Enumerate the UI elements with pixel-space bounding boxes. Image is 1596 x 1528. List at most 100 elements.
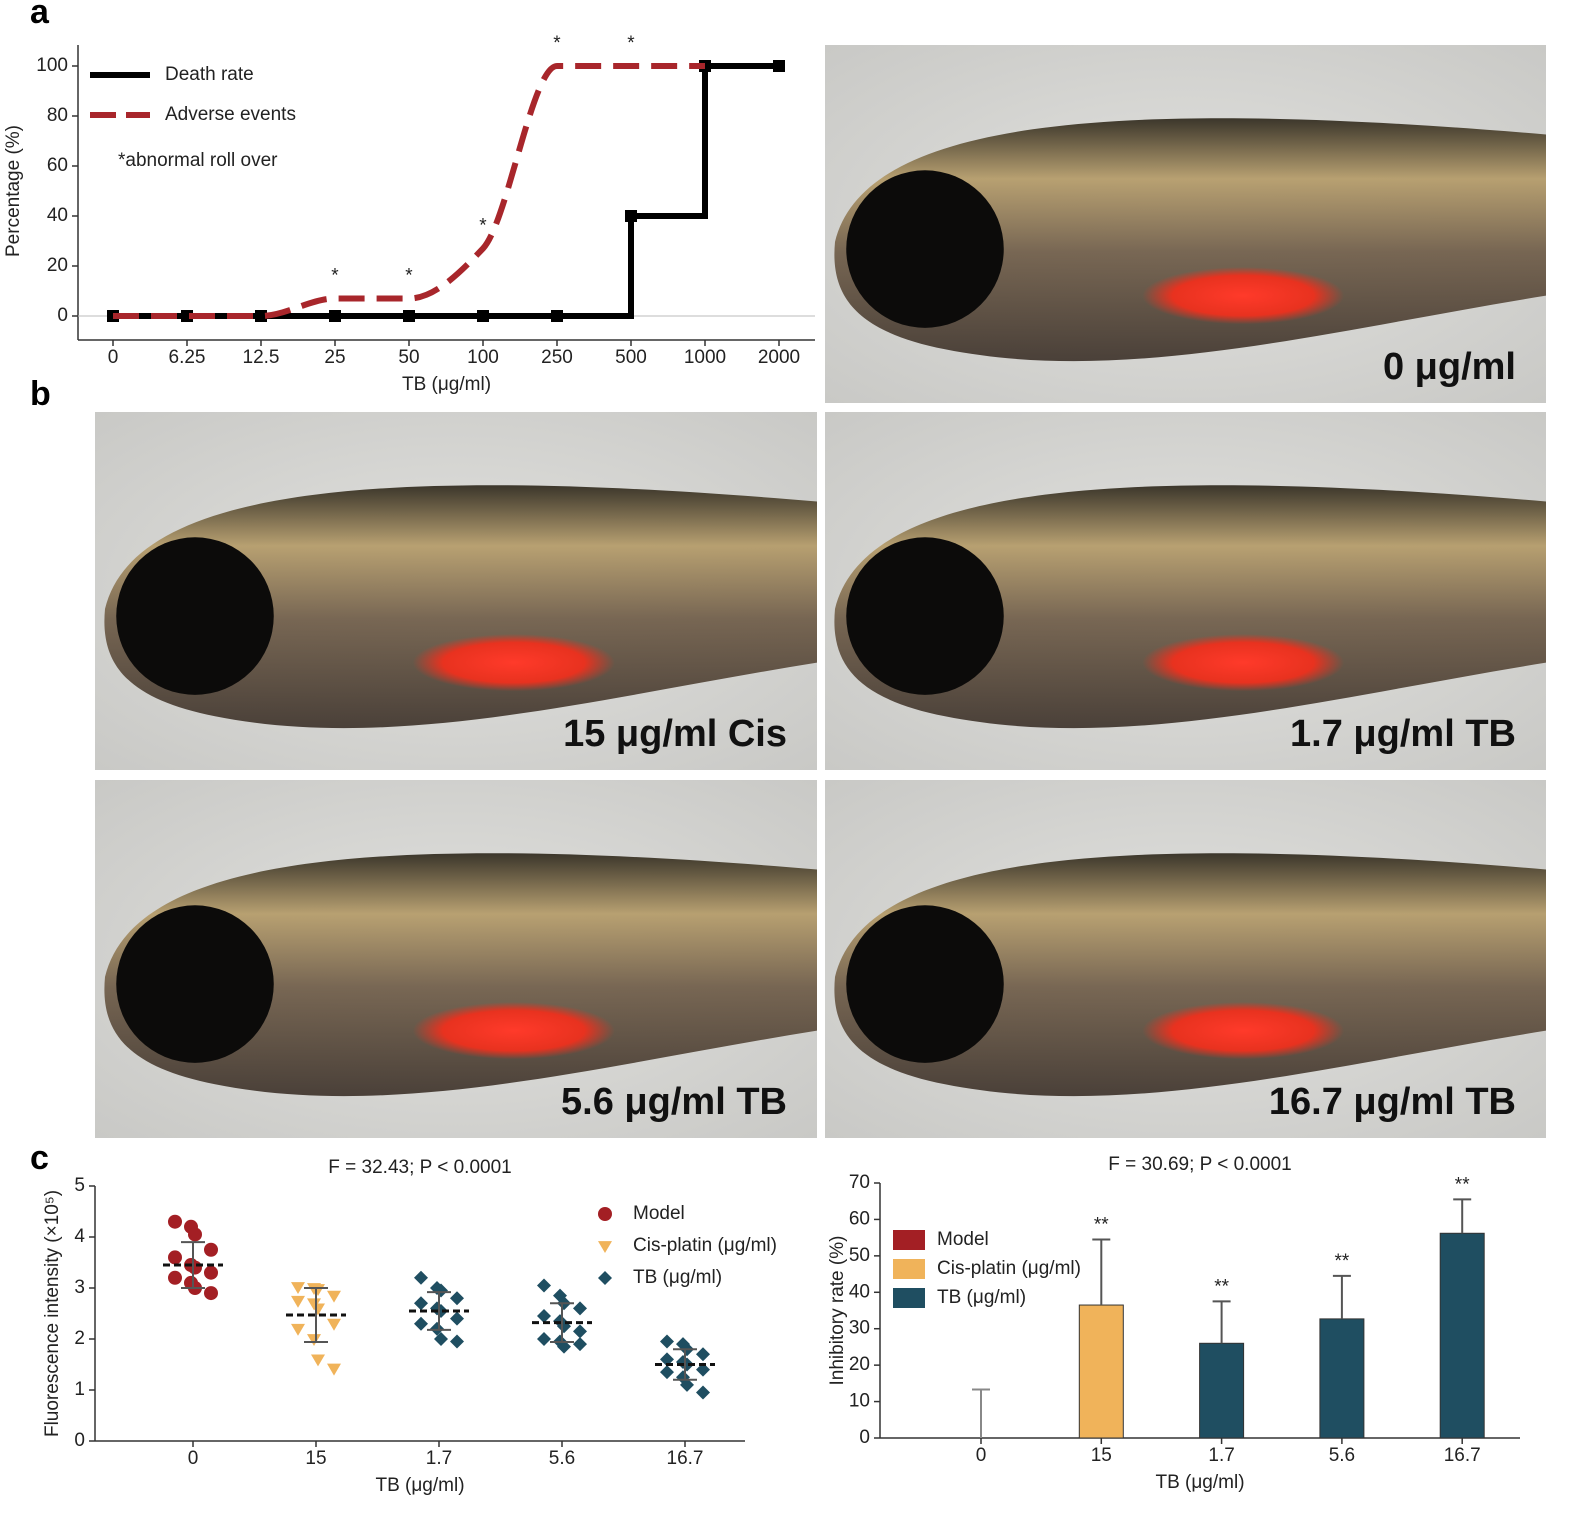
larva-body — [104, 853, 817, 1097]
fluorescence — [412, 633, 615, 692]
x-tick-label: 25 — [324, 347, 345, 368]
y-tick-label: 5 — [74, 1175, 85, 1196]
y-axis-label: Percentage (%) — [3, 125, 24, 257]
point — [660, 1365, 674, 1380]
x-axis-label: TB (μg/ml) — [375, 1475, 464, 1496]
point — [450, 1311, 464, 1326]
annotation: ** — [1335, 1251, 1350, 1272]
point — [537, 1309, 551, 1324]
y-tick-label: 20 — [849, 1354, 870, 1375]
point — [450, 1334, 464, 1349]
photo: 1.7 μg/ml TB — [825, 412, 1546, 770]
point — [551, 310, 563, 322]
bar — [1199, 1342, 1245, 1439]
annotation: ** — [1214, 1276, 1229, 1297]
larva-body — [834, 118, 1546, 362]
x-axis-label: TB (μg/ml) — [402, 374, 491, 395]
legend-label: Model — [633, 1203, 685, 1224]
point — [434, 1303, 448, 1318]
bar — [1319, 1318, 1365, 1439]
larva-body — [834, 485, 1546, 729]
photo: 15 μg/ml Cis — [95, 412, 817, 770]
point — [680, 1357, 694, 1372]
point — [660, 1352, 674, 1367]
point — [188, 1260, 202, 1275]
point — [573, 1337, 587, 1352]
y-tick-label: 0 — [74, 1430, 85, 1451]
point — [696, 1347, 710, 1362]
point — [414, 1270, 428, 1285]
x-tick-label: 5.6 — [549, 1448, 575, 1469]
y-tick-label: 60 — [849, 1208, 870, 1229]
point — [430, 1321, 444, 1336]
x-tick-label: 15 — [305, 1448, 326, 1469]
y-tick-label: 1 — [74, 1379, 85, 1400]
point — [168, 1270, 182, 1285]
point — [291, 1282, 305, 1294]
point — [291, 1323, 305, 1336]
point — [625, 210, 637, 222]
x-tick-label: 1000 — [684, 347, 726, 368]
point — [329, 310, 341, 322]
point — [537, 1278, 551, 1293]
point — [598, 1271, 612, 1285]
x-tick-label: 6.25 — [169, 347, 206, 368]
point — [680, 1377, 694, 1392]
point — [598, 1241, 612, 1253]
photo: 16.7 μg/ml TB — [825, 780, 1546, 1138]
point — [204, 1286, 218, 1301]
y-tick-label: 100 — [36, 55, 68, 76]
y-tick-label: 2 — [74, 1328, 85, 1349]
annotation: ** — [1455, 1174, 1470, 1195]
x-tick-label: 1.7 — [1208, 1445, 1234, 1466]
legend-label: Death rate — [165, 64, 254, 85]
point — [414, 1296, 428, 1311]
point — [327, 1290, 341, 1303]
chart-title: F = 32.43; P < 0.0001 — [328, 1157, 511, 1178]
legend-label: Adverse events — [165, 104, 296, 125]
y-axis-label: Inhibitory rate (%) — [827, 1236, 848, 1386]
y-tick-label: 20 — [47, 255, 68, 276]
legend-swatch — [893, 1230, 925, 1250]
point — [403, 310, 415, 322]
larva-body — [834, 853, 1546, 1097]
point — [434, 1332, 448, 1346]
annotation: * — [331, 266, 339, 287]
point — [168, 1214, 182, 1229]
annotation: ** — [1094, 1214, 1109, 1235]
point — [573, 1324, 587, 1339]
legend-swatch — [893, 1288, 925, 1308]
panel-label: c — [30, 1139, 49, 1177]
point — [311, 1303, 325, 1316]
point — [557, 1339, 571, 1354]
y-tick-label: 60 — [47, 155, 68, 176]
point — [327, 1318, 341, 1331]
point — [307, 1334, 321, 1346]
legend-note: *abnormal roll over — [118, 150, 278, 171]
y-tick-label: 0 — [57, 305, 68, 326]
x-tick-label: 0 — [976, 1445, 987, 1466]
panel-label: a — [30, 0, 50, 31]
point — [311, 1354, 325, 1367]
annotation: * — [479, 216, 487, 237]
series-line — [112, 62, 705, 320]
fluorescence — [1142, 1001, 1345, 1060]
x-tick-label: 0 — [108, 347, 119, 368]
y-tick-label: 50 — [849, 1245, 870, 1266]
larva-eye — [846, 170, 1004, 328]
chart-title: F = 30.69; P < 0.0001 — [1108, 1154, 1291, 1175]
x-tick-label: 16.7 — [1444, 1445, 1481, 1466]
y-tick-label: 70 — [849, 1172, 870, 1193]
larva-eye — [116, 905, 274, 1063]
larva-eye — [116, 537, 274, 695]
fluorescence — [412, 1001, 615, 1060]
point — [773, 60, 785, 72]
photo: 5.6 μg/ml TB — [95, 780, 817, 1138]
photo-label: 5.6 μg/ml TB — [561, 1081, 787, 1123]
larva-eye — [846, 537, 1004, 695]
annotation: * — [405, 266, 413, 287]
legend-label: Cis-platin (μg/ml) — [633, 1235, 777, 1256]
y-tick-label: 0 — [859, 1427, 870, 1448]
x-tick-label: 16.7 — [667, 1448, 704, 1469]
y-tick-label: 40 — [849, 1281, 870, 1302]
